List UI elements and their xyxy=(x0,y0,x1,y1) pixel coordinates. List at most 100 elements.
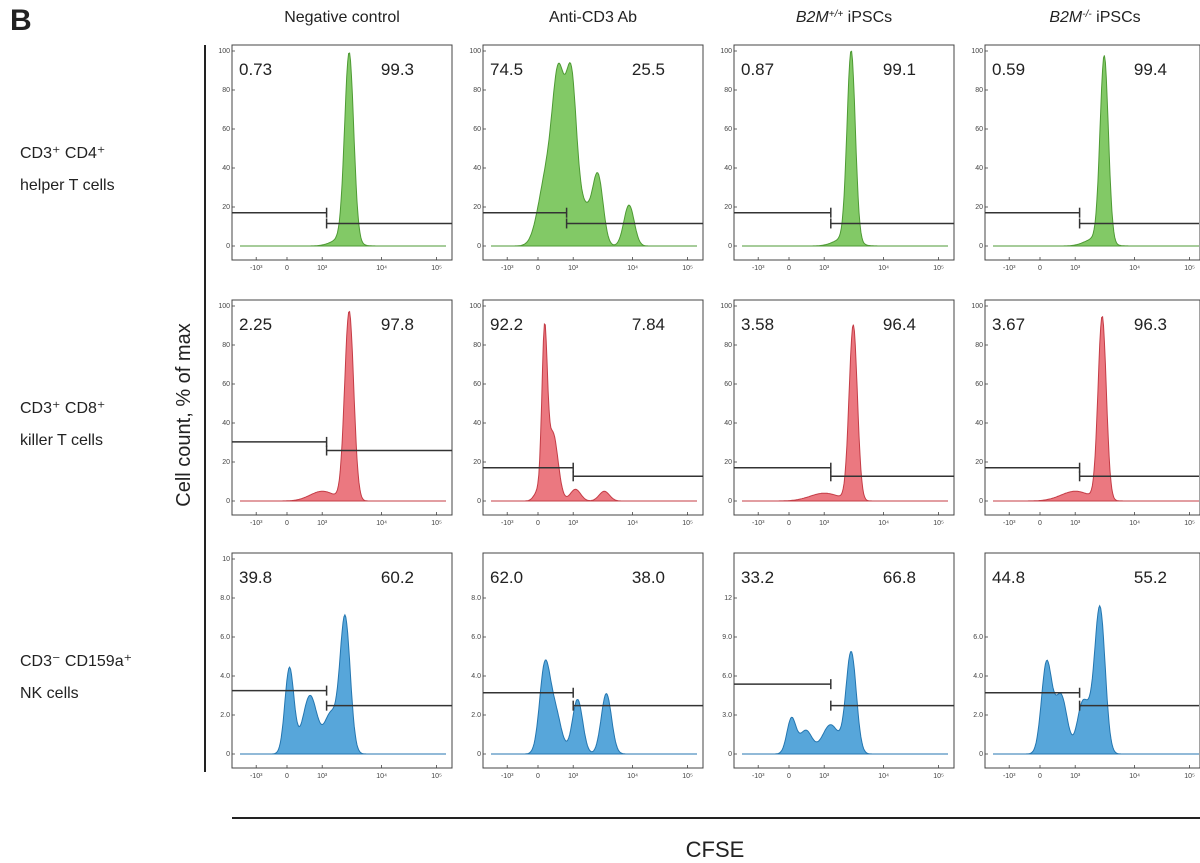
gate-left-percent: 0.73 xyxy=(239,60,272,79)
y-tick-label: 4.0 xyxy=(220,673,230,680)
gate-right-percent: 25.5 xyxy=(632,60,665,79)
histogram-series xyxy=(993,55,1199,247)
gate-left-percent: 2.25 xyxy=(239,315,272,334)
gate-left-percent: 39.8 xyxy=(239,568,272,587)
x-axis-title: CFSE xyxy=(686,837,745,862)
y-tick-label: 100 xyxy=(971,303,983,310)
x-tick-label: 10⁴ xyxy=(878,773,889,780)
x-tick-label: 0 xyxy=(536,265,540,272)
y-tick-label: 0 xyxy=(226,498,230,505)
x-tick-label: 0 xyxy=(787,520,791,527)
gate-right-percent: 99.4 xyxy=(1134,60,1167,79)
gate-left-percent: 33.2 xyxy=(741,568,774,587)
x-tick-label: 10⁵ xyxy=(682,773,693,780)
y-tick-label: 2.0 xyxy=(220,712,230,719)
y-tick-label: 0 xyxy=(477,498,481,505)
x-tick-label: 0 xyxy=(536,773,540,780)
y-tick-label: 8.0 xyxy=(220,595,230,602)
y-tick-label: 0 xyxy=(728,498,732,505)
y-tick-label: 80 xyxy=(222,342,230,349)
x-tick-label: 10⁴ xyxy=(1129,265,1140,272)
y-tick-label: 0 xyxy=(979,498,983,505)
y-tick-label: 80 xyxy=(222,87,230,94)
panel-frame xyxy=(482,552,704,769)
histogram-series xyxy=(240,310,446,502)
x-tick-label: 10⁵ xyxy=(1184,773,1195,780)
y-tick-label: 60 xyxy=(473,381,481,388)
gate-right-percent: 60.2 xyxy=(381,568,414,587)
x-tick-label: 10³ xyxy=(819,520,830,527)
y-tick-label: 0 xyxy=(226,751,230,758)
x-tick-label: 10³ xyxy=(317,520,328,527)
y-tick-label: 0 xyxy=(477,751,481,758)
gate-left-percent: 92.2 xyxy=(490,315,523,334)
y-tick-label: 6.0 xyxy=(471,634,481,641)
y-tick-label: 100 xyxy=(971,48,983,55)
x-tick-label: 10⁴ xyxy=(627,265,638,272)
y-tick-label: 80 xyxy=(724,87,732,94)
y-tick-label: 100 xyxy=(720,48,732,55)
histogram-panel-r3-c4: 0 2.0 4.0 6.0 -10³ 0 10³ 10⁴ 10⁵ 44.8 55.2 xyxy=(973,552,1200,780)
column-title-1: Negative control xyxy=(284,9,400,26)
histogram-panel-r3-c2: 0 2.0 4.0 6.0 8.0 -10³ 0 10³ 10⁴ 10⁵ 62.0 38.0 xyxy=(471,552,704,780)
gate-right-percent: 96.3 xyxy=(1134,315,1167,334)
histogram-panel-r2-c2: 0 20 40 60 80 100 -10³ 0 10³ 10⁴ 10⁵ 92.2 7.84 xyxy=(469,299,704,527)
x-tick-label: 10⁵ xyxy=(1184,265,1195,272)
row-label-1-line2: helper T cells xyxy=(20,177,115,194)
x-tick-label: 10³ xyxy=(819,773,830,780)
y-axis-title: Cell count, % of max xyxy=(173,323,195,506)
y-tick-label: 40 xyxy=(975,420,983,427)
y-tick-label: 80 xyxy=(975,342,983,349)
y-tick-label: 100 xyxy=(218,48,230,55)
x-tick-label: 10⁴ xyxy=(878,265,889,272)
x-tick-label: -10³ xyxy=(752,265,765,272)
row-label-3-line2: NK cells xyxy=(20,685,79,702)
y-tick-label: 40 xyxy=(473,420,481,427)
y-tick-label: 12 xyxy=(724,595,732,602)
x-tick-label: 10³ xyxy=(1070,773,1081,780)
y-tick-label: 20 xyxy=(473,204,481,211)
x-tick-label: -10³ xyxy=(250,520,263,527)
panel-frame xyxy=(984,299,1200,516)
y-tick-label: 6.0 xyxy=(973,634,983,641)
gate-right-percent: 97.8 xyxy=(381,315,414,334)
x-tick-label: 0 xyxy=(536,520,540,527)
histogram-panel-r3-c3: 0 3.0 6.0 9.0 12 -10³ 0 10³ 10⁴ 10⁵ 33.2 66.8 xyxy=(722,552,955,780)
histogram-panel-r2-c3: 0 20 40 60 80 100 -10³ 0 10³ 10⁴ 10⁵ 3.58 96.4 xyxy=(720,299,955,527)
histogram-series xyxy=(240,52,446,247)
x-tick-label: 10⁵ xyxy=(933,520,944,527)
panel-frame xyxy=(733,552,955,769)
panel-frame xyxy=(984,552,1200,769)
histogram-series xyxy=(491,323,697,502)
y-tick-label: 2.0 xyxy=(973,712,983,719)
x-tick-label: -10³ xyxy=(501,265,514,272)
y-tick-label: 20 xyxy=(724,459,732,466)
x-tick-label: -10³ xyxy=(250,265,263,272)
y-tick-label: 0 xyxy=(226,243,230,250)
x-tick-label: 10³ xyxy=(317,773,328,780)
column-title-3: B2M+/+ iPSCs xyxy=(796,9,892,27)
panel-frame xyxy=(733,299,955,516)
x-tick-label: 10⁴ xyxy=(627,520,638,527)
y-tick-label: 0 xyxy=(477,243,481,250)
histogram-panel-r2-c1: 0 20 40 60 80 100 -10³ 0 10³ 10⁴ 10⁵ 2.25 97.8 xyxy=(218,299,453,527)
x-tick-label: 10⁵ xyxy=(431,520,442,527)
y-tick-label: 2.0 xyxy=(471,712,481,719)
row-labels: CD3⁺ CD4⁺ helper T cells CD3⁺ CD8⁺ killer T… xyxy=(20,145,132,702)
y-tick-label: 100 xyxy=(469,48,481,55)
y-tick-label: 10 xyxy=(222,556,230,563)
histogram-series xyxy=(742,651,948,755)
histogram-series xyxy=(491,62,697,247)
x-tick-label: 0 xyxy=(1038,520,1042,527)
row-label-2-line1: CD3⁺ CD8⁺ xyxy=(20,400,105,417)
gate-left-percent: 3.58 xyxy=(741,315,774,334)
x-tick-label: 0 xyxy=(285,773,289,780)
y-tick-label: 80 xyxy=(724,342,732,349)
x-tick-label: 0 xyxy=(285,265,289,272)
y-tick-label: 60 xyxy=(222,381,230,388)
x-tick-label: -10³ xyxy=(1003,773,1016,780)
x-tick-label: 0 xyxy=(787,773,791,780)
y-tick-label: 20 xyxy=(222,204,230,211)
